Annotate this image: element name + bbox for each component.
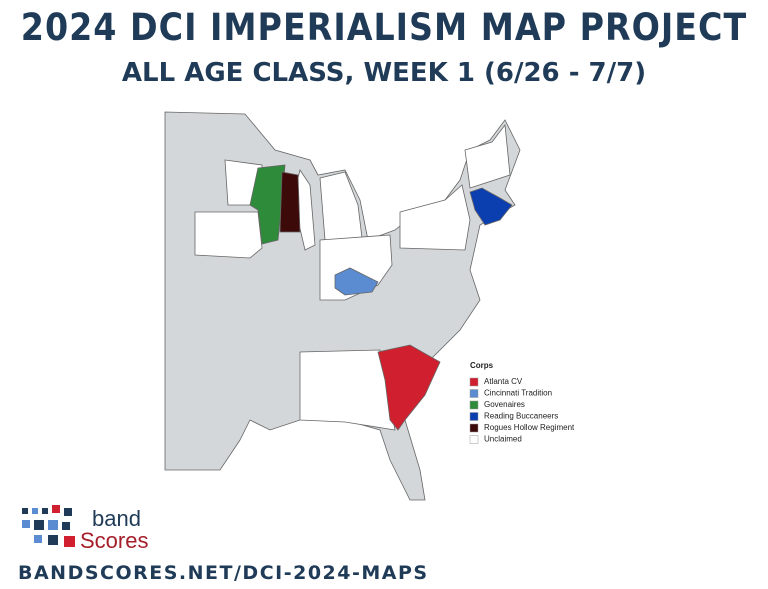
- legend-swatch: [469, 435, 479, 444]
- unclaimed-region: [194, 211, 263, 259]
- legend-label: Unclaimed: [484, 435, 522, 444]
- logo-square: [62, 522, 70, 530]
- unclaimed-region: [464, 123, 511, 189]
- logo-square: [64, 508, 72, 516]
- logo-square: [34, 520, 44, 530]
- unclaimed-region: [299, 349, 396, 431]
- logo-square: [48, 535, 58, 545]
- territory: [334, 267, 379, 296]
- logo-text: band: [92, 506, 141, 531]
- legend-label: Rogues Hollow Regiment: [484, 423, 575, 432]
- logo-square: [52, 505, 60, 513]
- legend-label: Govenaires: [484, 400, 525, 409]
- unclaimed-region: [399, 184, 471, 251]
- subtitle: ALL AGE CLASS, WEEK 1 (6/26 - 7/7): [121, 58, 647, 88]
- territory: [377, 344, 441, 431]
- legend-label: Reading Buccaneers: [484, 412, 558, 421]
- legend-label: Cincinnati Tradition: [484, 389, 552, 398]
- legend-swatch: [469, 412, 479, 421]
- legend-swatch: [469, 400, 479, 410]
- territory: [249, 164, 286, 245]
- logo-square: [32, 508, 38, 514]
- legend-label: Atlanta CV: [484, 377, 523, 386]
- logo-square: [22, 508, 28, 514]
- logo-icon: [22, 505, 75, 547]
- logo-square: [34, 535, 42, 543]
- logo-square: [64, 536, 75, 547]
- logo-square: [48, 520, 58, 530]
- footer-url: BANDSCORES.NET/DCI-2024-MAPS: [18, 562, 429, 584]
- logo-text: Scores: [80, 528, 148, 553]
- legend: Atlanta CV Cincinnati Tradition Govenaires…: [469, 377, 575, 444]
- legend-swatch: [469, 389, 479, 398]
- logo-square: [22, 520, 30, 528]
- territory: [279, 171, 301, 233]
- legend-swatch: [469, 423, 479, 433]
- legend-swatch: [469, 377, 479, 387]
- unclaimed-region: [319, 171, 363, 241]
- state-area: [164, 111, 521, 501]
- legend-title: Corps: [470, 361, 494, 370]
- title: 2024 DCI IMPERIALISM MAP PROJECT: [20, 6, 748, 49]
- logo-square: [42, 508, 48, 514]
- territory: [469, 187, 513, 226]
